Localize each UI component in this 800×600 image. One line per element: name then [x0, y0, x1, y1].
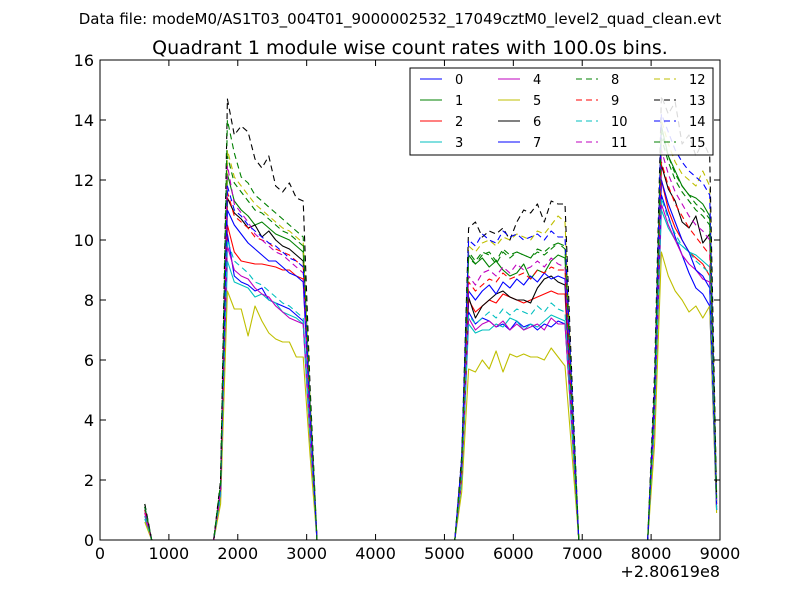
series-line-15 — [144, 119, 718, 541]
x-tick-label: 4000 — [355, 544, 396, 563]
legend-label-12: 12 — [689, 73, 706, 88]
y-tick-label: 0 — [84, 531, 94, 550]
x-tick-label: 0 — [95, 544, 105, 563]
legend-label-6: 6 — [533, 115, 541, 130]
legend-label-7: 7 — [533, 136, 541, 151]
x-tick-label: 9000 — [700, 544, 741, 563]
chart-title: Quadrant 1 module wise count rates with … — [152, 37, 668, 59]
legend-label-15: 15 — [689, 136, 706, 151]
legend-label-2: 2 — [455, 115, 463, 130]
legend-label-14: 14 — [689, 115, 706, 130]
x-tick-label: 7000 — [562, 544, 603, 563]
y-tick-label: 10 — [74, 231, 94, 250]
legend-label-11: 11 — [611, 136, 628, 151]
x-tick-label: 6000 — [493, 544, 534, 563]
legend-label-13: 13 — [689, 94, 706, 109]
plot-area: 0 1000 2000 3000 4000 5000 6000 7000 8000 9000 0 2 4… — [74, 51, 741, 563]
x-tick-label: 3000 — [286, 544, 327, 563]
y-tick-label: 8 — [84, 291, 94, 310]
legend-label-10: 10 — [611, 115, 628, 130]
legend-label-4: 4 — [533, 73, 541, 88]
y-tick-label: 6 — [84, 351, 94, 370]
ticks-layer: 0 1000 2000 3000 4000 5000 6000 7000 8000 9000 0 2 4… — [74, 51, 741, 563]
x-tick-label: 8000 — [631, 544, 672, 563]
y-tick-label: 4 — [84, 411, 94, 430]
y-tick-label: 16 — [74, 51, 94, 70]
x-tick-label: 1000 — [149, 544, 190, 563]
y-tick-label: 12 — [74, 171, 94, 190]
legend-label-3: 3 — [455, 136, 463, 151]
legend-box — [409, 67, 714, 156]
y-tick-label: 14 — [74, 111, 94, 130]
figure-suptitle: Data file: modeM0/AS1T03_004T01_90000025… — [79, 10, 722, 29]
legend-label-9: 9 — [611, 94, 619, 109]
x-tick-label: 2000 — [217, 544, 258, 563]
x-offset-label: +2.80619e8 — [620, 562, 720, 581]
y-tick-label: 2 — [84, 471, 94, 490]
legend-label-5: 5 — [533, 94, 541, 109]
x-tick-label: 5000 — [424, 544, 465, 563]
legend-label-8: 8 — [611, 73, 619, 88]
legend-label-0: 0 — [455, 73, 463, 88]
legend-label-1: 1 — [455, 94, 463, 109]
